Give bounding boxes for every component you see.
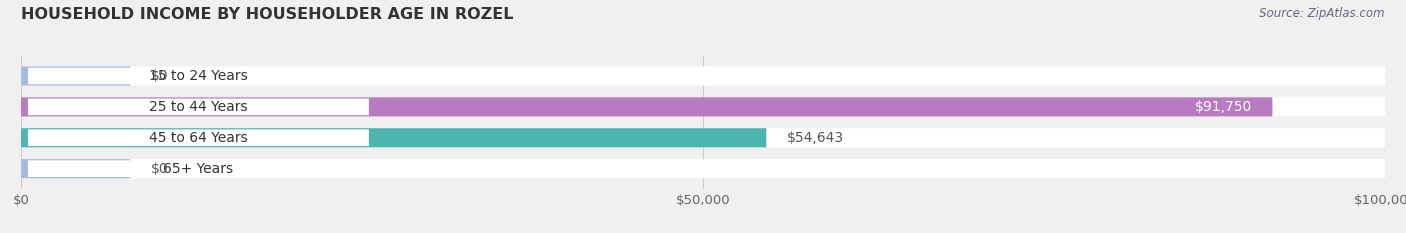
FancyBboxPatch shape: [21, 128, 766, 147]
Text: $0: $0: [150, 162, 169, 176]
FancyBboxPatch shape: [21, 159, 1385, 178]
FancyBboxPatch shape: [28, 99, 368, 115]
FancyBboxPatch shape: [21, 128, 1385, 147]
FancyBboxPatch shape: [28, 68, 368, 84]
Text: Source: ZipAtlas.com: Source: ZipAtlas.com: [1260, 7, 1385, 20]
Text: $54,643: $54,643: [787, 131, 844, 145]
FancyBboxPatch shape: [28, 129, 368, 146]
Text: $91,750: $91,750: [1195, 100, 1251, 114]
Text: 25 to 44 Years: 25 to 44 Years: [149, 100, 247, 114]
FancyBboxPatch shape: [21, 97, 1272, 116]
Text: 65+ Years: 65+ Years: [163, 162, 233, 176]
Text: HOUSEHOLD INCOME BY HOUSEHOLDER AGE IN ROZEL: HOUSEHOLD INCOME BY HOUSEHOLDER AGE IN R…: [21, 7, 513, 22]
FancyBboxPatch shape: [21, 97, 1385, 116]
FancyBboxPatch shape: [21, 159, 131, 178]
Text: 45 to 64 Years: 45 to 64 Years: [149, 131, 247, 145]
Text: $0: $0: [150, 69, 169, 83]
Text: 15 to 24 Years: 15 to 24 Years: [149, 69, 247, 83]
FancyBboxPatch shape: [21, 66, 1385, 86]
FancyBboxPatch shape: [21, 66, 131, 86]
FancyBboxPatch shape: [28, 160, 368, 177]
